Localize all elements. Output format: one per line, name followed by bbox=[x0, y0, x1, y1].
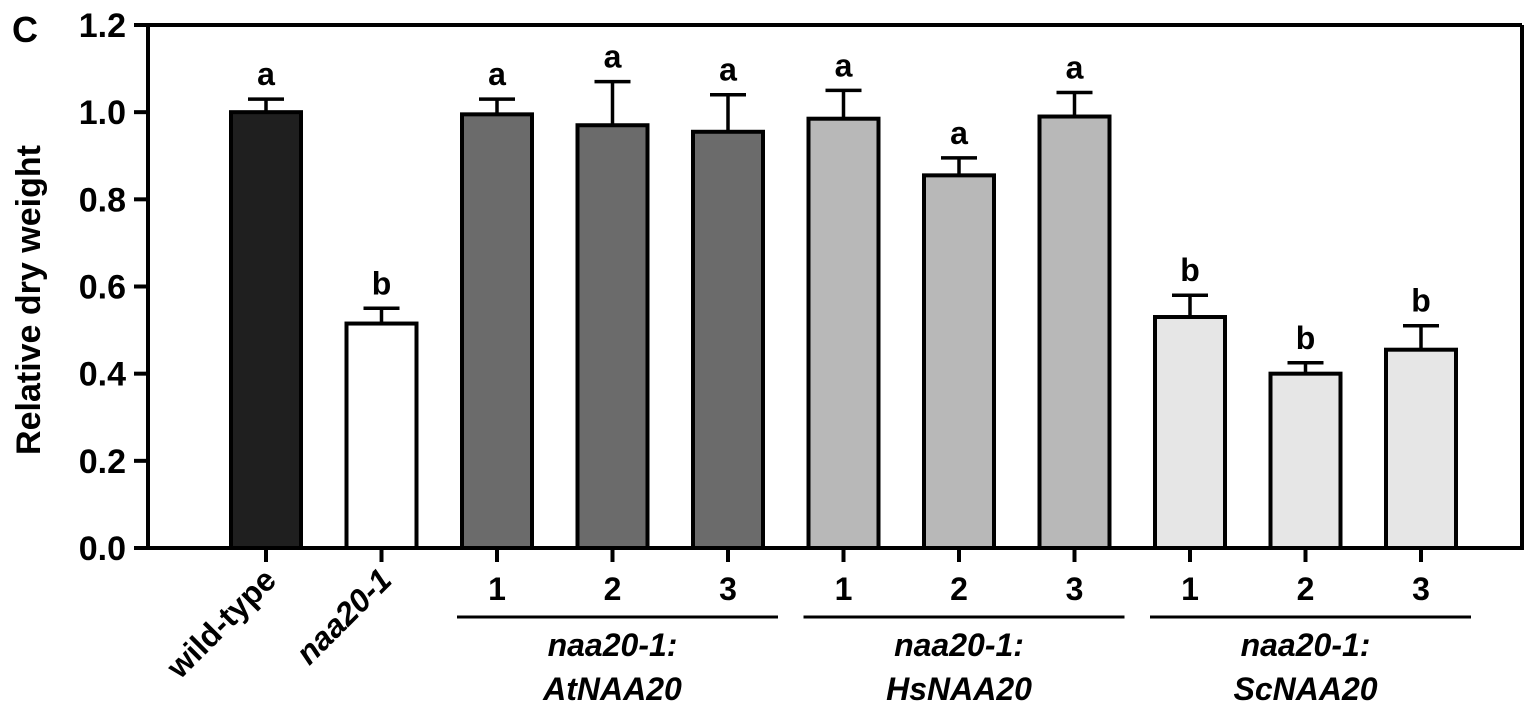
group-label-line1: naa20-1: bbox=[894, 627, 1024, 663]
significance-label: a bbox=[950, 115, 968, 151]
x-category-label: 3 bbox=[1066, 571, 1084, 607]
y-tick-label: 1.2 bbox=[79, 7, 126, 45]
y-tick-label: 1.0 bbox=[79, 94, 126, 132]
x-category-label: 1 bbox=[1181, 571, 1199, 607]
significance-label: a bbox=[488, 56, 506, 92]
x-category-label: 1 bbox=[488, 571, 506, 607]
significance-label: a bbox=[604, 39, 622, 75]
x-category-label: 2 bbox=[950, 571, 968, 607]
significance-label: b bbox=[1180, 252, 1200, 288]
x-category-label: 2 bbox=[1297, 571, 1315, 607]
bar bbox=[1268, 371, 1343, 550]
y-tick-label: 0.6 bbox=[79, 269, 126, 307]
y-tick-label: 0.0 bbox=[79, 530, 126, 568]
x-category-label: 3 bbox=[1412, 571, 1430, 607]
bar bbox=[344, 321, 419, 550]
bar bbox=[922, 173, 996, 551]
bar bbox=[460, 112, 534, 551]
significance-label: a bbox=[1066, 50, 1084, 86]
significance-label: b bbox=[1411, 283, 1431, 319]
x-category-label: 1 bbox=[835, 571, 853, 607]
x-category-label: 2 bbox=[604, 571, 622, 607]
y-axis-title: Relative dry weight bbox=[10, 145, 48, 455]
group-label-line2: ScNAA20 bbox=[1233, 671, 1377, 707]
significance-label: a bbox=[719, 52, 737, 88]
x-category-label: wild-type bbox=[159, 561, 283, 685]
x-category-label: 3 bbox=[719, 571, 737, 607]
significance-label: a bbox=[257, 56, 275, 92]
y-tick-label: 0.2 bbox=[79, 443, 126, 481]
group-label-line1: naa20-1: bbox=[548, 627, 678, 663]
bar bbox=[1153, 315, 1227, 550]
significance-label: b bbox=[1296, 320, 1316, 356]
significance-label: a bbox=[835, 47, 853, 83]
group-label-line2: AtNAA20 bbox=[542, 671, 682, 707]
group-label-line1: naa20-1: bbox=[1241, 627, 1371, 663]
panel-label: C bbox=[12, 9, 38, 50]
bar bbox=[229, 110, 303, 551]
y-tick-label: 0.8 bbox=[79, 181, 126, 219]
bar bbox=[806, 116, 881, 551]
x-category-label: naa20-1 bbox=[289, 561, 399, 671]
bar bbox=[1037, 114, 1112, 551]
bar bbox=[1384, 347, 1458, 550]
bar bbox=[575, 123, 650, 550]
significance-label: b bbox=[372, 265, 392, 301]
bar bbox=[691, 129, 765, 550]
bars: a b a a a a a a b b b bbox=[229, 39, 1458, 551]
y-tick-label: 0.4 bbox=[79, 356, 126, 394]
group-label-line2: HsNAA20 bbox=[886, 671, 1032, 707]
x-labels: wild-type naa20-1 1 2 3 1 2 3 1 2 3 naa20-1: AtNAA20… bbox=[159, 561, 1471, 707]
